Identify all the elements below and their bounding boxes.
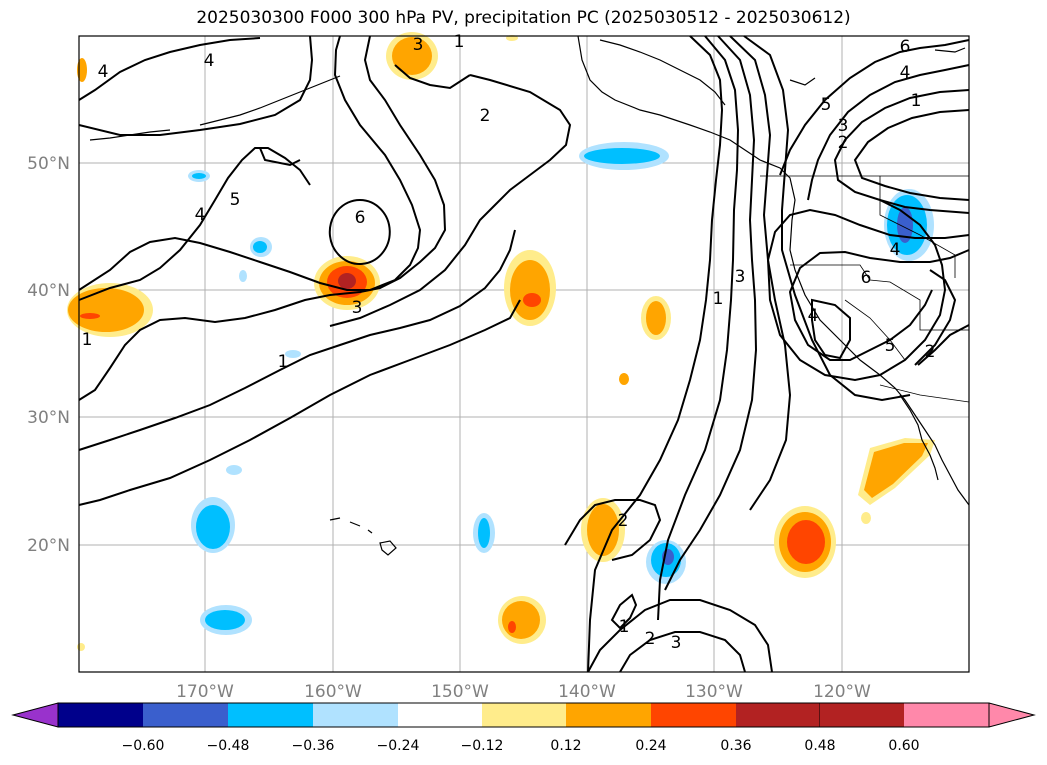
lat-tick-label: 20°N [27, 536, 70, 556]
contour-label: 3 [838, 116, 849, 136]
colorbar-tick-label: 0.24 [635, 738, 666, 754]
negative-anomaly-patch [188, 170, 210, 182]
contour-label: 1 [454, 32, 465, 52]
lat-tick-label: 40°N [27, 281, 70, 301]
positive-anomaly-patch [774, 506, 836, 578]
contour-label: 2 [925, 342, 936, 362]
colorbar-segment [566, 703, 651, 727]
lat-tick-label: 50°N [27, 154, 70, 174]
contour-label: 1 [619, 617, 630, 637]
contour-label: 4 [204, 51, 215, 71]
lon-tick-label: 150°W [431, 682, 489, 702]
contour-label: 3 [413, 35, 424, 55]
colorbar-tick-label: −0.48 [207, 738, 250, 754]
contour-label: 4 [890, 240, 901, 260]
contour-label: 5 [821, 95, 832, 115]
negative-anomaly-patch [239, 270, 247, 282]
colorbar-segment [736, 703, 820, 727]
lon-tick-label: 120°W [813, 682, 871, 702]
colorbar-tick-label: 0.60 [888, 738, 919, 754]
colorbar-segment [58, 703, 143, 727]
colorbar-segment [482, 703, 566, 727]
contour-label: 2 [480, 106, 491, 126]
contour-label: 1 [278, 352, 289, 372]
map-frame [78, 35, 970, 673]
positive-anomaly-patch [498, 596, 546, 644]
lon-tick-label: 140°W [558, 682, 616, 702]
contour-label: 2 [618, 511, 629, 531]
contour-label: 4 [98, 62, 109, 82]
colorbar-segment [820, 703, 904, 727]
positive-anomaly-patch [858, 438, 935, 505]
graticule [79, 36, 969, 672]
colorbar-tick-label: 0.12 [550, 738, 581, 754]
negative-anomaly-patch [226, 465, 242, 475]
contour-label: 2 [645, 629, 656, 649]
positive-anomaly-patch [861, 512, 871, 524]
lon-tick-label: 130°W [685, 682, 743, 702]
contour-label: 3 [352, 298, 363, 318]
contour-labels: 4 4 5 4 6 3 1 1 2 1 3 1 3 5 3 2 6 4 1 6 … [82, 32, 936, 653]
contour-label: 3 [671, 633, 682, 653]
contour-label: 4 [900, 63, 911, 83]
contour-label: 1 [82, 330, 93, 350]
negative-anomaly-patch [473, 513, 495, 553]
contour-label: 6 [900, 37, 911, 57]
positive-anomaly-patch [619, 373, 629, 385]
positive-anomaly-patch [581, 498, 625, 562]
colorbar-segment [398, 703, 482, 727]
colorbar-segment [313, 703, 398, 727]
colorbar-tick-label: −0.36 [292, 738, 335, 754]
colorbar: −0.60 −0.48 −0.36 −0.24 −0.12 0.12 0.24 … [11, 702, 1036, 754]
negative-anomaly-patch [250, 237, 272, 257]
contour-label: 4 [195, 205, 206, 225]
contour-label: 4 [808, 306, 819, 326]
contour-label: 1 [713, 289, 724, 309]
colorbar-segment [143, 703, 228, 727]
contour-label: 6 [861, 268, 872, 288]
pv-contours [78, 35, 970, 673]
colorbar-tick-label: −0.12 [461, 738, 504, 754]
contour-label: 5 [230, 190, 241, 210]
lon-axis-labels: 170°W 160°W 150°W 140°W 130°W 120°W [176, 682, 871, 702]
colorbar-segment [228, 703, 313, 727]
negative-anomaly-patch [200, 605, 252, 635]
positive-anomaly-patch [77, 643, 85, 651]
lon-tick-label: 170°W [176, 682, 234, 702]
lat-tick-label: 30°N [27, 408, 70, 428]
negative-anomaly-patch [285, 350, 301, 358]
contour-label: 1 [911, 91, 922, 111]
colorbar-tick-label: 0.36 [720, 738, 751, 754]
map-title: 2025030300 F000 300 hPa PV, precipitatio… [196, 8, 851, 28]
lat-axis-labels: 50°N 40°N 30°N 20°N [27, 154, 70, 556]
contour-label: 5 [885, 336, 896, 356]
colorbar-tick-label: −0.60 [122, 738, 165, 754]
lon-tick-label: 160°W [304, 682, 362, 702]
colorbar-tick-label: −0.24 [377, 738, 420, 754]
colorbar-tick-label: 0.48 [804, 738, 835, 754]
contour-label: 2 [838, 133, 849, 153]
colorbar-extend-low [11, 702, 59, 728]
negative-anomaly-patch [191, 497, 235, 553]
negative-anomaly-patch [579, 142, 669, 170]
precip-patches [67, 32, 935, 651]
colorbar-segment [651, 703, 736, 727]
contour-label: 3 [735, 267, 746, 287]
negative-anomaly-patch [884, 189, 934, 261]
positive-anomaly-patch [641, 296, 671, 340]
contour-label: 6 [355, 208, 366, 228]
